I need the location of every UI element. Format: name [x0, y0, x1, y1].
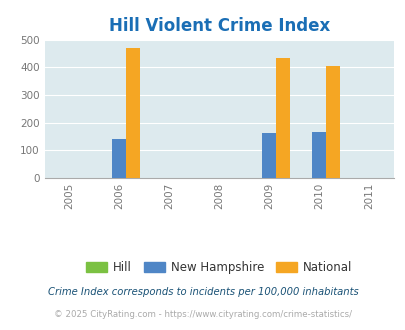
- Bar: [126, 48, 140, 178]
- Bar: [325, 66, 339, 178]
- Bar: [112, 139, 126, 178]
- Bar: [311, 132, 325, 178]
- Bar: [275, 58, 289, 178]
- Text: © 2025 CityRating.com - https://www.cityrating.com/crime-statistics/: © 2025 CityRating.com - https://www.city…: [54, 310, 351, 319]
- Title: Hill Violent Crime Index: Hill Violent Crime Index: [109, 17, 329, 35]
- Bar: [262, 133, 275, 178]
- Legend: Hill, New Hampshire, National: Hill, New Hampshire, National: [81, 256, 356, 279]
- Text: Crime Index corresponds to incidents per 100,000 inhabitants: Crime Index corresponds to incidents per…: [47, 287, 358, 297]
